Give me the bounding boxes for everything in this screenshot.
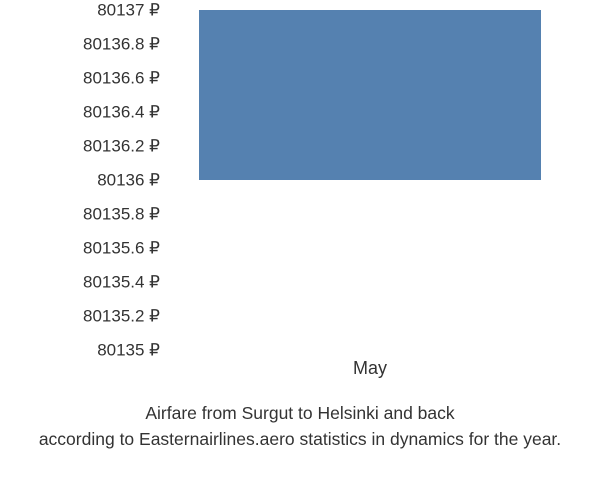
caption-line-2: according to Easternairlines.aero statis… [39,429,561,449]
y-tick-label: 80135.6 ₽ [0,240,160,257]
y-tick-label: 80136.8 ₽ [0,36,160,53]
y-tick-label: 80136.6 ₽ [0,70,160,87]
y-tick-label: 80137 ₽ [0,2,160,19]
y-tick-label: 80136.2 ₽ [0,138,160,155]
chart-caption: Airfare from Surgut to Helsinki and back… [0,401,600,452]
y-tick-label: 80136 ₽ [0,172,160,189]
y-tick-label: 80136.4 ₽ [0,104,160,121]
y-tick-label: 80135 ₽ [0,342,160,359]
y-axis: 80137 ₽80136.8 ₽80136.6 ₽80136.4 ₽80136.… [0,10,170,350]
plot-area: May [180,10,560,350]
bar [199,10,541,180]
y-tick-label: 80135.4 ₽ [0,274,160,291]
y-tick-label: 80135.8 ₽ [0,206,160,223]
x-axis-label: May [353,358,387,379]
airfare-chart: 80137 ₽80136.8 ₽80136.6 ₽80136.4 ₽80136.… [0,10,600,370]
y-tick-label: 80135.2 ₽ [0,308,160,325]
caption-line-1: Airfare from Surgut to Helsinki and back [145,403,454,423]
